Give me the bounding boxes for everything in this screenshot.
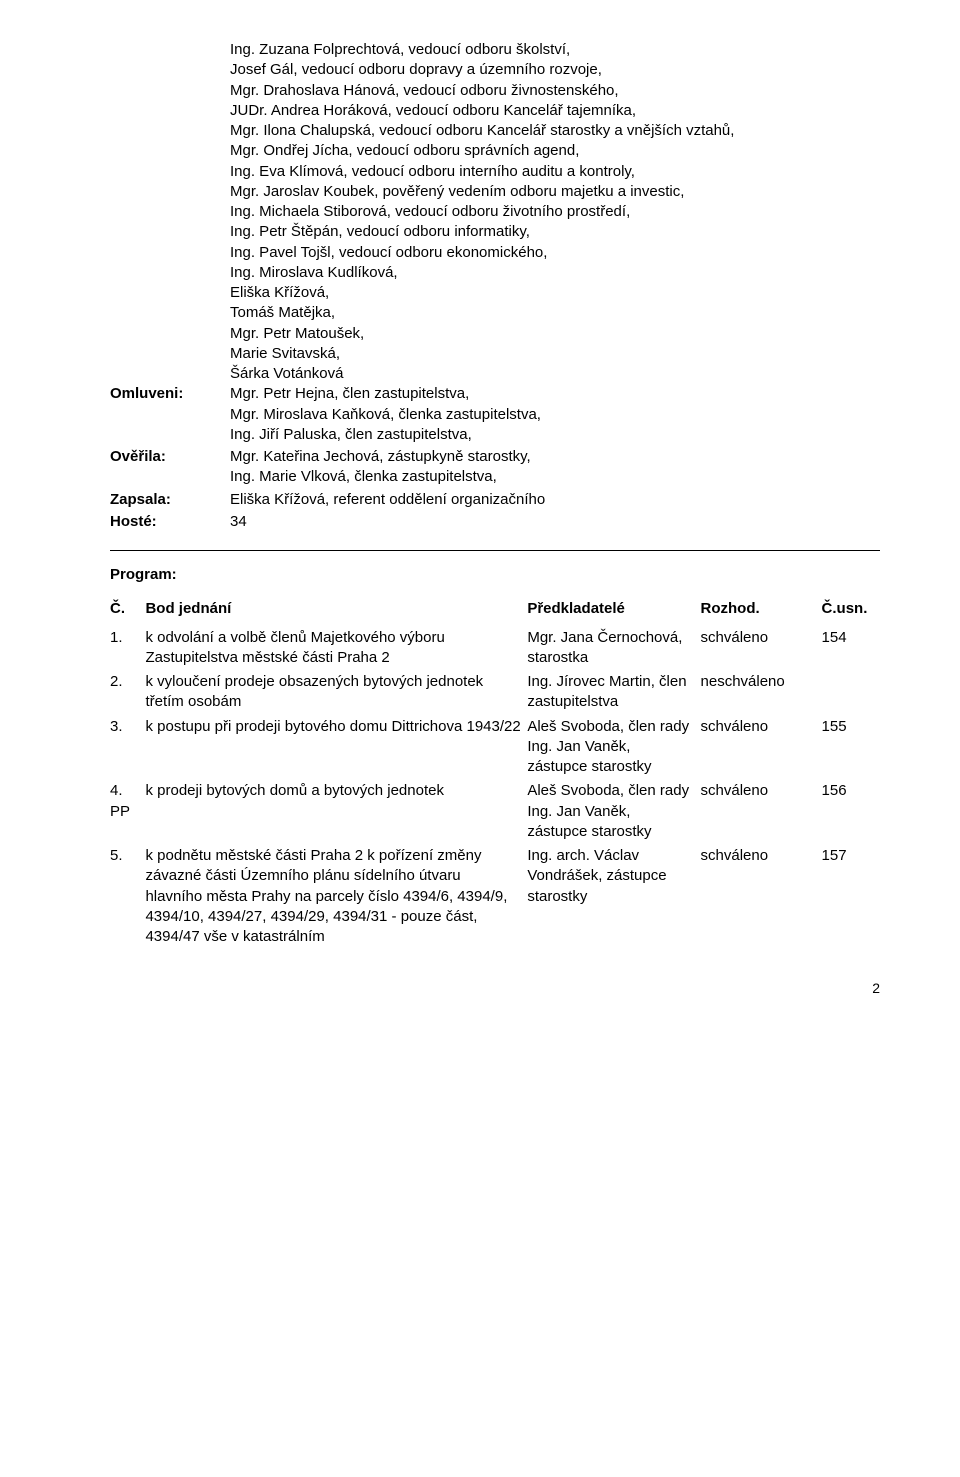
col-presenter-header: Předkladatelé	[527, 597, 700, 625]
cell-topic: k vyloučení prodeje obsazených bytových …	[145, 670, 527, 715]
cell-num: 3.	[110, 715, 145, 780]
section-label: Omluveni:	[110, 384, 230, 445]
section-content: Mgr. Petr Hejna, člen zastupitelstva,Mgr…	[230, 384, 880, 445]
section-label: Hosté:	[110, 512, 230, 532]
cell-num: 4. PP	[110, 779, 145, 844]
cell-topic: k podnětu městské části Praha 2 k poříze…	[145, 844, 527, 949]
cell-decision: schváleno	[701, 844, 822, 949]
cell-topic: k odvolání a volbě členů Majetkového výb…	[145, 626, 527, 671]
section-label: Zapsala:	[110, 490, 230, 510]
section-content: Eliška Křížová, referent oddělení organi…	[230, 490, 880, 510]
program-heading: Program:	[110, 565, 880, 585]
attendee-line: Marie Svitavská,	[230, 344, 880, 364]
cell-presenter: Mgr. Jana Černochová, starostka	[527, 626, 700, 671]
attendee-line: Ing. Miroslava Kudlíková,	[230, 263, 880, 283]
cell-decision: neschváleno	[701, 670, 822, 715]
cell-topic: k prodeji bytových domů a bytových jedno…	[145, 779, 527, 844]
attendee-line: Eliška Křížová,	[230, 283, 880, 303]
section-line: Mgr. Kateřina Jechová, zástupkyně staros…	[230, 447, 880, 467]
cell-presenter: Aleš Svoboda, člen rady Ing. Jan Vaněk, …	[527, 715, 700, 780]
cell-presenter: Ing. arch. Václav Vondrášek, zástupce st…	[527, 844, 700, 949]
table-row: 5.k podnětu městské části Praha 2 k poří…	[110, 844, 880, 949]
col-topic-header: Bod jednání	[145, 597, 527, 625]
table-row: 3.k postupu při prodeji bytového domu Di…	[110, 715, 880, 780]
section-line: Ing. Marie Vlková, členka zastupitelstva…	[230, 467, 880, 487]
attendee-line: Mgr. Jaroslav Koubek, pověřený vedením o…	[230, 182, 880, 202]
table-row: 2.k vyloučení prodeje obsazených bytovýc…	[110, 670, 880, 715]
attendee-line: Josef Gál, vedoucí odboru dopravy a územ…	[230, 60, 880, 80]
attendee-line: Mgr. Ondřej Jícha, vedoucí odboru správn…	[230, 141, 880, 161]
section-overila: Ověřila:Mgr. Kateřina Jechová, zástupkyn…	[110, 447, 880, 488]
attendee-line: Ing. Eva Klímová, vedoucí odboru interní…	[230, 162, 880, 182]
cell-usn: 157	[822, 844, 880, 949]
section-line: Eliška Křížová, referent oddělení organi…	[230, 490, 880, 510]
separator	[110, 550, 880, 551]
attendee-line: Ing. Pavel Tojšl, vedoucí odboru ekonomi…	[230, 243, 880, 263]
section-line: Ing. Jiří Paluska, člen zastupitelstva,	[230, 425, 880, 445]
section-line: 34	[230, 512, 880, 532]
table-header-row: Č. Bod jednání Předkladatelé Rozhod. Č.u…	[110, 597, 880, 625]
attendee-line: Ing. Zuzana Folprechtová, vedoucí odboru…	[230, 40, 880, 60]
cell-topic: k postupu při prodeji bytového domu Ditt…	[145, 715, 527, 780]
attendee-line: Mgr. Petr Matoušek,	[230, 324, 880, 344]
attendee-line: Mgr. Ilona Chalupská, vedoucí odboru Kan…	[230, 121, 880, 141]
cell-usn: 154	[822, 626, 880, 671]
attendee-line: Tomáš Matějka,	[230, 303, 880, 323]
cell-decision: schváleno	[701, 715, 822, 780]
attendee-line: JUDr. Andrea Horáková, vedoucí odboru Ka…	[230, 101, 880, 121]
section-omluveni: Omluveni:Mgr. Petr Hejna, člen zastupite…	[110, 384, 880, 445]
page-number: 2	[110, 979, 880, 998]
section-line: Mgr. Petr Hejna, člen zastupitelstva,	[230, 384, 880, 404]
attendee-line: Ing. Petr Štěpán, vedoucí odboru informa…	[230, 222, 880, 242]
cell-usn: 155	[822, 715, 880, 780]
section-content: 34	[230, 512, 880, 532]
attendee-line: Mgr. Drahoslava Hánová, vedoucí odboru ž…	[230, 81, 880, 101]
cell-decision: schváleno	[701, 626, 822, 671]
cell-presenter: Aleš Svoboda, člen rady Ing. Jan Vaněk, …	[527, 779, 700, 844]
section-zapsala: Zapsala:Eliška Křížová, referent oddělen…	[110, 490, 880, 510]
col-usn-header: Č.usn.	[822, 597, 880, 625]
col-decision-header: Rozhod.	[701, 597, 822, 625]
cell-num: 5.	[110, 844, 145, 949]
section-label: Ověřila:	[110, 447, 230, 488]
attendee-list: Ing. Zuzana Folprechtová, vedoucí odboru…	[230, 40, 880, 384]
section-content: Mgr. Kateřina Jechová, zástupkyně staros…	[230, 447, 880, 488]
attendee-line: Šárka Votánková	[230, 364, 880, 384]
cell-decision: schváleno	[701, 779, 822, 844]
table-row: 4. PPk prodeji bytových domů a bytových …	[110, 779, 880, 844]
section-line: Mgr. Miroslava Kaňková, členka zastupite…	[230, 405, 880, 425]
table-row: 1.k odvolání a volbě členů Majetkového v…	[110, 626, 880, 671]
section-hoste: Hosté:34	[110, 512, 880, 532]
cell-num: 2.	[110, 670, 145, 715]
program-table: Č. Bod jednání Předkladatelé Rozhod. Č.u…	[110, 597, 880, 949]
cell-presenter: Ing. Jírovec Martin, člen zastupitelstva	[527, 670, 700, 715]
attendee-line: Ing. Michaela Stiborová, vedoucí odboru …	[230, 202, 880, 222]
cell-num: 1.	[110, 626, 145, 671]
cell-usn: 156	[822, 779, 880, 844]
cell-usn	[822, 670, 880, 715]
col-num-header: Č.	[110, 597, 145, 625]
